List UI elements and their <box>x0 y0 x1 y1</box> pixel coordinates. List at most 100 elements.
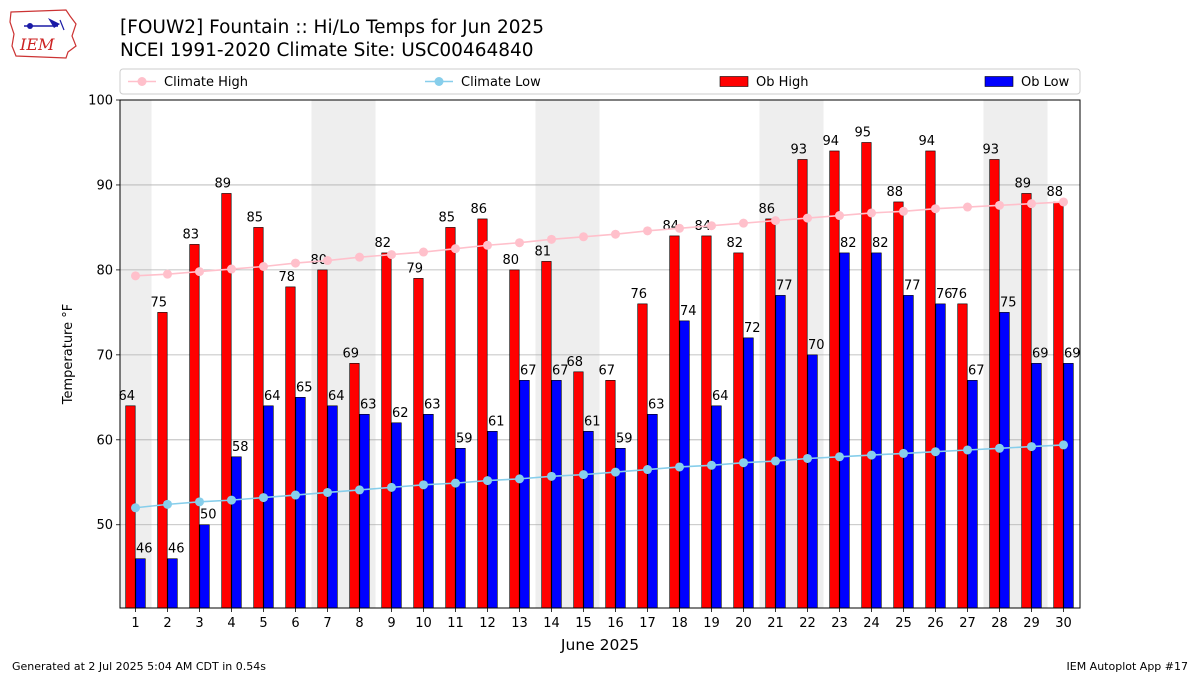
ob-low-bar <box>775 295 786 609</box>
x-tick-label: 6 <box>291 616 299 631</box>
climate-high-point <box>227 264 236 274</box>
climate-low-point <box>419 480 428 490</box>
x-tick-label: 25 <box>895 616 912 631</box>
climate-low-point <box>355 485 364 495</box>
legend-box <box>119 68 1081 95</box>
climate-low-point <box>995 443 1004 453</box>
ob-low-label: 64 <box>328 389 345 404</box>
ob-high-label: 95 <box>854 125 871 140</box>
x-tick-label: 21 <box>767 616 784 631</box>
climate-low-point <box>323 487 332 497</box>
climate-high-point <box>803 213 812 223</box>
climate-low-point <box>131 503 140 513</box>
plot-frame <box>119 99 1081 609</box>
ob-low-bar <box>519 380 530 609</box>
x-tick-label: 4 <box>227 616 235 631</box>
ob-low-bar <box>935 303 946 609</box>
legend-climate-high-label: Climate High <box>164 75 248 90</box>
x-tick-label: 30 <box>1055 616 1072 631</box>
climate-low-point <box>387 482 396 492</box>
ob-high-bar <box>925 150 936 609</box>
ob-high-label: 89 <box>1014 176 1031 191</box>
climate-high-point <box>1059 197 1068 207</box>
ob-high-label: 85 <box>438 210 455 225</box>
x-tick-label: 26 <box>927 616 944 631</box>
ob-low-label: 62 <box>392 406 409 421</box>
x-tick-label: 22 <box>799 616 816 631</box>
ob-low-bar <box>743 337 754 609</box>
climate-low-point <box>707 460 716 470</box>
legend-ob-low-swatch <box>984 76 1014 87</box>
x-tick-label: 24 <box>863 616 880 631</box>
legend-ob-low-label: Ob Low <box>1021 75 1070 90</box>
ob-high-bar <box>701 235 712 609</box>
ob-high-label: 69 <box>342 346 359 361</box>
ob-high-bar <box>541 261 552 609</box>
ob-low-label: 61 <box>584 414 601 429</box>
ob-low-label: 77 <box>904 278 921 293</box>
ob-high-label: 79 <box>406 261 423 276</box>
climate-high-point <box>195 267 204 277</box>
ob-high-label: 89 <box>214 176 231 191</box>
climate-high-point <box>771 216 780 226</box>
app-credit: IEM Autoplot App #17 <box>1066 660 1189 673</box>
x-tick-label: 19 <box>703 616 720 631</box>
climate-low-point <box>675 462 684 472</box>
ob-high-label: 68 <box>566 355 583 370</box>
ob-low-bar <box>807 354 818 609</box>
ob-low-label: 61 <box>488 414 505 429</box>
ob-high-label: 86 <box>470 202 487 217</box>
ob-high-bar <box>765 218 776 609</box>
ob-high-label: 81 <box>534 244 551 259</box>
ob-low-bar <box>231 456 242 609</box>
climate-low-point <box>771 456 780 466</box>
ob-high-bar <box>157 312 168 609</box>
ob-high-bar <box>573 371 584 609</box>
ob-low-label: 70 <box>808 338 825 353</box>
generated-timestamp: Generated at 2 Jul 2025 5:04 AM CDT in 0… <box>12 660 266 673</box>
ob-low-label: 65 <box>296 380 313 395</box>
ob-low-label: 67 <box>520 363 537 378</box>
chart-subtitle: NCEI 1991-2020 Climate Site: USC00464840 <box>120 40 534 61</box>
ob-low-label: 67 <box>968 363 985 378</box>
weekend-band <box>119 100 152 608</box>
climate-high-point <box>995 200 1004 210</box>
climate-high-point <box>643 226 652 236</box>
ob-low-bar <box>711 405 722 609</box>
x-tick-label: 20 <box>735 616 752 631</box>
legend-ob-high-label: Ob High <box>756 75 809 90</box>
climate-low-point <box>899 448 908 458</box>
y-tick-label: 60 <box>96 433 113 448</box>
ob-low-bar <box>359 414 370 609</box>
ob-high-label: 76 <box>630 287 647 302</box>
ob-low-bar <box>551 380 562 609</box>
ob-high-label: 93 <box>790 142 807 157</box>
ob-high-bar <box>477 218 488 609</box>
ob-low-bar <box>423 414 434 609</box>
ob-low-label: 46 <box>168 542 185 557</box>
climate-low-point <box>1059 440 1068 450</box>
x-tick-label: 17 <box>639 616 656 631</box>
ob-high-label: 82 <box>726 236 743 251</box>
climate-high-point <box>963 202 972 212</box>
climate-high-point <box>515 238 524 248</box>
x-tick-label: 16 <box>607 616 624 631</box>
x-tick-label: 27 <box>959 616 976 631</box>
ob-high-bar <box>221 193 232 609</box>
y-tick-label: 100 <box>88 94 113 109</box>
ob-high-bar <box>957 303 968 609</box>
chart-title: [FOUW2] Fountain :: Hi/Lo Temps for Jun … <box>120 17 545 38</box>
climate-high-point <box>707 221 716 231</box>
ob-high-bar <box>349 363 360 609</box>
climate-high-point <box>483 240 492 250</box>
ob-high-label: 84 <box>662 219 679 234</box>
climate-high-point <box>547 234 556 244</box>
ob-high-label: 88 <box>886 185 903 200</box>
climate-low-point <box>643 465 652 475</box>
climate-high-point <box>675 223 684 233</box>
ob-high-label: 88 <box>1046 185 1063 200</box>
x-tick-label: 3 <box>195 616 203 631</box>
ob-high-bar <box>509 269 520 609</box>
climate-low-point <box>547 471 556 481</box>
